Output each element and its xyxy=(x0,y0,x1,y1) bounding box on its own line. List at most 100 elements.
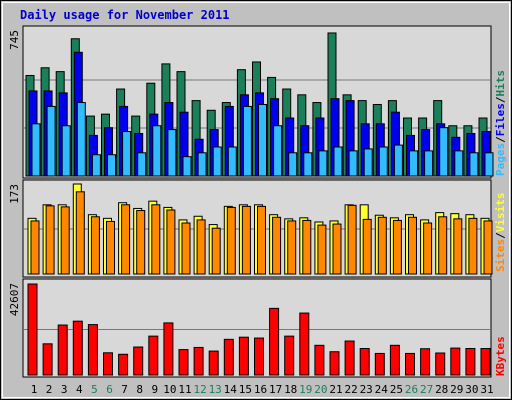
kbytes-bar xyxy=(344,340,355,376)
kbytes-bar xyxy=(133,346,144,376)
legend-pages: Pages xyxy=(494,143,507,176)
pages-bar xyxy=(76,102,86,177)
kbytes-bar xyxy=(118,353,129,376)
kbytes-bar xyxy=(435,352,446,376)
x-axis-day-label: 5 xyxy=(91,383,98,396)
kbytes-bar xyxy=(42,343,53,376)
sites-bar xyxy=(136,210,146,275)
x-axis-labels: 1 2 3 4 5 6 7 8 9 10 11 12 13 14 15 16 17 18 19 20 21 22 23 24 2… xyxy=(31,383,494,396)
sites-bar xyxy=(181,222,191,275)
sites-bar xyxy=(453,218,463,275)
kbytes-bar xyxy=(163,322,174,376)
sites-bar xyxy=(362,218,372,275)
pages-bar xyxy=(227,146,237,177)
sites-bar xyxy=(392,219,402,275)
sites-bar xyxy=(166,209,176,275)
x-axis-day-label: 16 xyxy=(254,383,267,396)
pages-bar xyxy=(167,129,177,177)
x-axis-day-label: 27 xyxy=(420,383,433,396)
sites-bar xyxy=(468,217,478,275)
x-axis-day-label: 29 xyxy=(450,383,463,396)
legend-hits: Hits xyxy=(494,70,507,97)
sites-bar xyxy=(287,220,297,275)
sites-bar xyxy=(196,219,206,275)
x-axis-day-label: 2 xyxy=(46,383,53,396)
x-axis-day-label: 28 xyxy=(435,383,448,396)
x-axis-day-label: 1 xyxy=(31,383,38,396)
sites-bar xyxy=(30,220,40,275)
sites-bar xyxy=(90,216,100,275)
legend-kbytes: KBytes xyxy=(494,336,507,376)
pages-bar xyxy=(348,150,358,177)
sites-bar xyxy=(257,205,266,275)
x-axis-day-label: 8 xyxy=(136,383,143,396)
kbytes-bar xyxy=(87,324,98,376)
x-axis-day-label: 10 xyxy=(163,383,176,396)
sites-bar xyxy=(408,216,417,275)
x-axis-day-label: 7 xyxy=(121,383,128,396)
kbytes-bar xyxy=(405,352,415,376)
sites-bar xyxy=(332,223,342,275)
pages-bar xyxy=(333,146,343,177)
x-axis-day-label: 12 xyxy=(193,383,206,396)
sites-bar xyxy=(226,206,236,275)
pages-bar xyxy=(258,103,267,177)
kbytes-bar xyxy=(103,352,113,376)
kbytes-bar xyxy=(178,349,189,376)
pages-bar xyxy=(212,146,222,177)
pages-bar xyxy=(484,152,494,177)
kbytes-bar xyxy=(223,338,234,376)
pages-bar xyxy=(273,125,283,177)
x-axis-day-label: 14 xyxy=(224,383,238,396)
sites-bar xyxy=(302,219,312,275)
kbytes-bar xyxy=(389,344,400,376)
chart-title: Daily usage for November 2011 xyxy=(20,8,230,22)
kbytes-bar xyxy=(27,283,38,376)
pages-bar xyxy=(318,150,328,177)
pages-bar xyxy=(122,131,132,177)
legend-sep-1: / xyxy=(494,136,507,143)
sites-bar xyxy=(241,205,251,275)
sites-bar xyxy=(317,224,327,275)
sites-bar xyxy=(151,204,161,275)
kbytes-bar xyxy=(450,347,461,376)
kbytes-bar xyxy=(254,337,264,376)
pages-bar xyxy=(242,105,252,177)
kbytes-bar xyxy=(359,348,370,376)
pages-bar xyxy=(137,152,147,177)
kbytes-bar xyxy=(480,348,491,376)
kbytes-bar xyxy=(329,351,340,376)
pages-bar xyxy=(107,154,116,177)
middle-legend: Sites/Visits xyxy=(494,193,507,273)
kbytes-bar xyxy=(57,324,68,376)
hits-ymax-label: 745 xyxy=(8,30,21,50)
x-axis-day-label: 25 xyxy=(390,383,403,396)
pages-bar xyxy=(409,150,418,177)
x-axis-day-label: 26 xyxy=(405,383,418,396)
pages-bar xyxy=(288,152,298,177)
pages-bar xyxy=(91,154,101,177)
sites-bar xyxy=(438,216,448,275)
pages-bar xyxy=(439,127,449,177)
kbytes-bar xyxy=(72,320,83,376)
x-axis-day-label: 9 xyxy=(151,383,158,396)
legend-visits: Visits xyxy=(494,193,507,233)
pages-bar xyxy=(61,125,71,177)
x-axis-day-label: 21 xyxy=(329,383,342,396)
x-axis-day-label: 11 xyxy=(178,383,191,396)
sites-bar xyxy=(45,205,55,275)
x-axis-day-label: 3 xyxy=(61,383,68,396)
x-axis-day-label: 6 xyxy=(106,383,113,396)
sites-bar xyxy=(211,227,221,275)
kbytes-bar xyxy=(269,307,280,376)
kbytes-bar xyxy=(284,335,295,376)
pages-bar xyxy=(152,125,162,177)
pages-bar xyxy=(424,150,434,177)
sites-bar xyxy=(347,204,357,275)
kbytes-bar xyxy=(193,346,204,376)
pages-bar xyxy=(197,152,207,177)
legend-files: Files xyxy=(494,103,507,136)
kbytes-ymax-label: 42607 xyxy=(8,283,21,316)
